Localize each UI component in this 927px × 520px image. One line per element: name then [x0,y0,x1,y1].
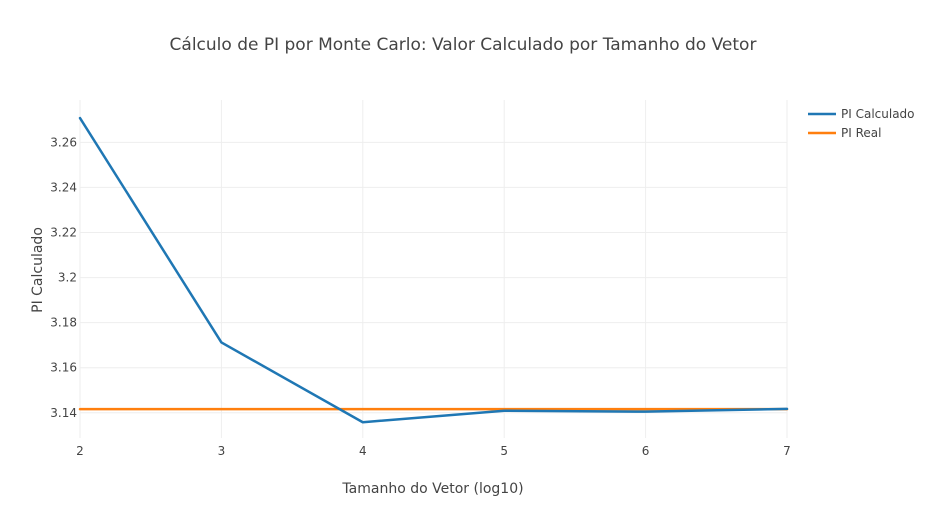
x-axis-title: Tamanho do Vetor (log10) [341,481,523,497]
legend-item-pi-calculado[interactable]: PI Calculado [808,107,915,121]
x-tick-label: 5 [500,444,508,458]
x-tick-label: 7 [783,444,791,458]
legend-label: PI Real [841,126,881,140]
y-tick-label: 3.14 [50,406,77,420]
y-tick-label: 3.2 [58,271,77,285]
axis-ticks: 2 3 4 5 6 7 3.14 3.16 3.18 3.2 3.22 3.24 3.26 [50,135,791,458]
y-tick-label: 3.24 [50,180,77,194]
chart-title: Cálculo de PI por Monte Carlo: Valor Cal… [170,35,757,55]
x-tick-label: 3 [218,444,226,458]
plot-area [78,116,789,424]
y-tick-label: 3.26 [50,135,77,149]
x-tick-label: 4 [359,444,367,458]
y-axis-title: PI Calculado [30,227,46,313]
y-tick-label: 3.18 [50,316,77,330]
legend-label: PI Calculado [841,107,915,121]
series-line-pi-calculado[interactable] [78,116,789,424]
grid [79,100,788,438]
x-tick-label: 6 [642,444,650,458]
x-tick-label: 2 [76,444,84,458]
y-tick-label: 3.22 [50,225,77,239]
legend[interactable]: PI Calculado PI Real [808,107,915,140]
y-tick-label: 3.16 [50,361,77,375]
legend-item-pi-real[interactable]: PI Real [808,126,881,140]
